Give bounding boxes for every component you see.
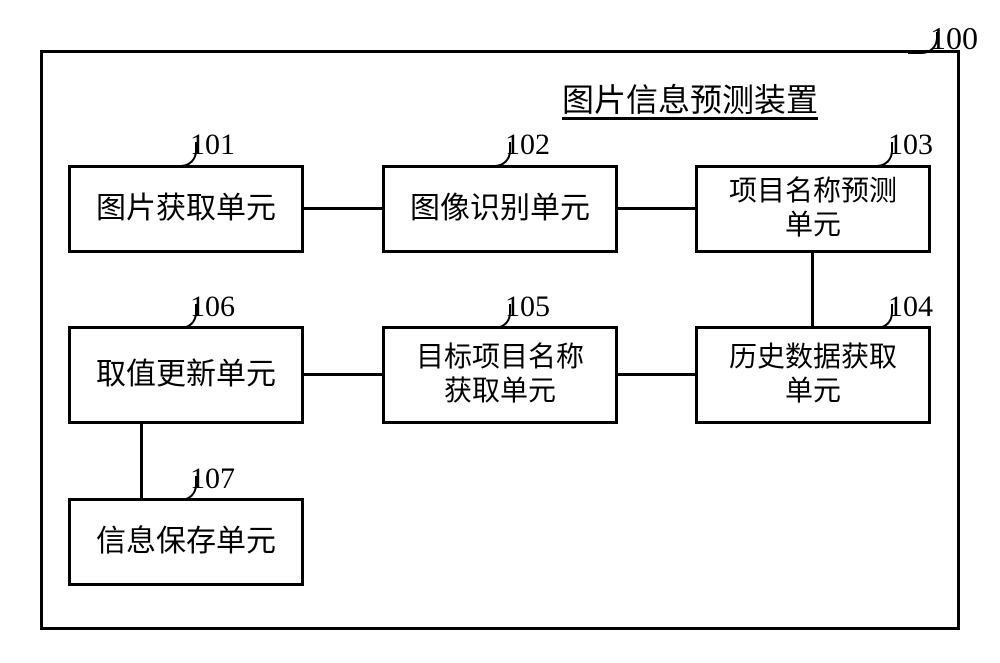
node-ref-label: 105: [505, 290, 550, 324]
node-label: 图像识别单元: [410, 191, 590, 227]
node-ref-label: 101: [190, 128, 235, 162]
node-label: 项目名称预测 单元: [729, 175, 897, 242]
node-ref-label: 107: [190, 462, 235, 496]
node-107: 信息保存单元: [68, 498, 304, 586]
node-ref-label: 104: [888, 290, 933, 324]
node-label: 取值更新单元: [96, 357, 276, 393]
container-ref-label: 100: [930, 20, 978, 57]
node-label: 历史数据获取 单元: [729, 341, 897, 408]
connector: [811, 253, 814, 326]
node-ref-label: 103: [888, 128, 933, 162]
node-label: 信息保存单元: [96, 524, 276, 560]
node-ref-label: 106: [190, 290, 235, 324]
node-105: 目标项目名称 获取单元: [382, 326, 618, 424]
connector: [304, 207, 382, 210]
connector: [618, 373, 695, 376]
connector: [618, 207, 695, 210]
node-104: 历史数据获取 单元: [695, 326, 931, 424]
node-label: 目标项目名称 获取单元: [416, 341, 584, 408]
node-102: 图像识别单元: [382, 165, 618, 253]
node-ref-label: 102: [505, 128, 550, 162]
diagram-title: 图片信息预测装置: [500, 75, 880, 121]
node-103: 项目名称预测 单元: [695, 165, 931, 253]
node-101: 图片获取单元: [68, 165, 304, 253]
connector: [140, 424, 143, 498]
node-106: 取值更新单元: [68, 326, 304, 424]
connector: [304, 373, 382, 376]
node-label: 图片获取单元: [96, 191, 276, 227]
